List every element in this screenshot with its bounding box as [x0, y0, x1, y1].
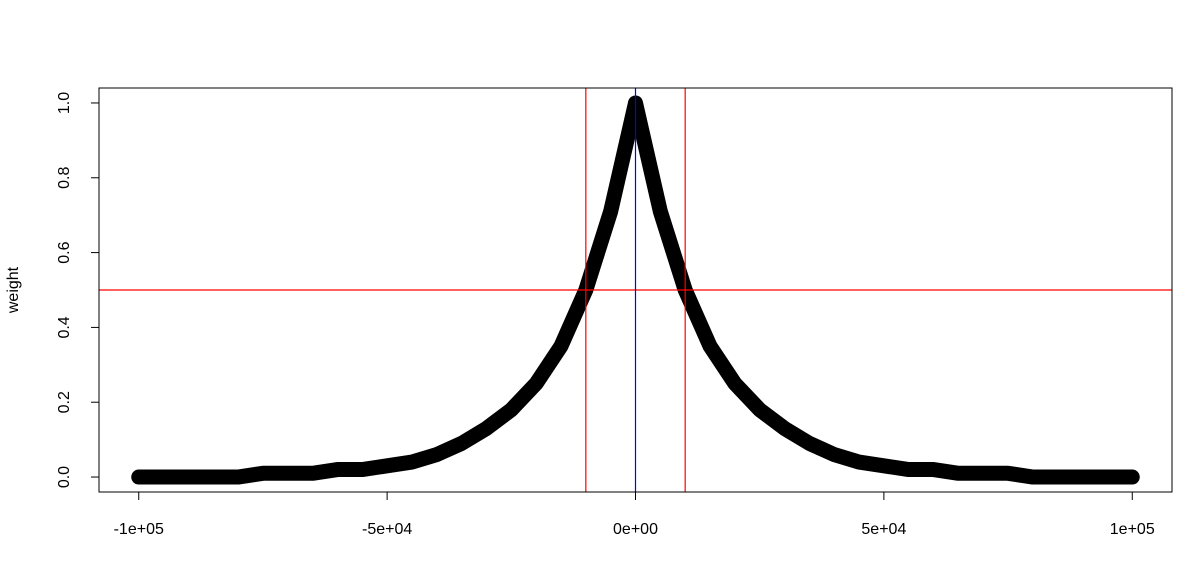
y-axis-label: weight [5, 266, 22, 314]
x-tick-label: 0e+00 [613, 521, 658, 538]
x-tick-label: 5e+04 [861, 521, 906, 538]
y-tick-label: 0.0 [56, 466, 73, 488]
x-tick-label: -5e+04 [362, 521, 412, 538]
plot-frame [98, 87, 1173, 493]
x-tick-label: -1e+05 [114, 521, 164, 538]
y-tick-label: 1.0 [56, 92, 73, 114]
y-tick-label: 0.8 [56, 167, 73, 189]
y-tick-label: 0.2 [56, 391, 73, 413]
y-tick-label: 0.4 [56, 316, 73, 338]
x-tick-label: 1e+05 [1110, 521, 1155, 538]
y-tick-label: 0.6 [56, 241, 73, 263]
